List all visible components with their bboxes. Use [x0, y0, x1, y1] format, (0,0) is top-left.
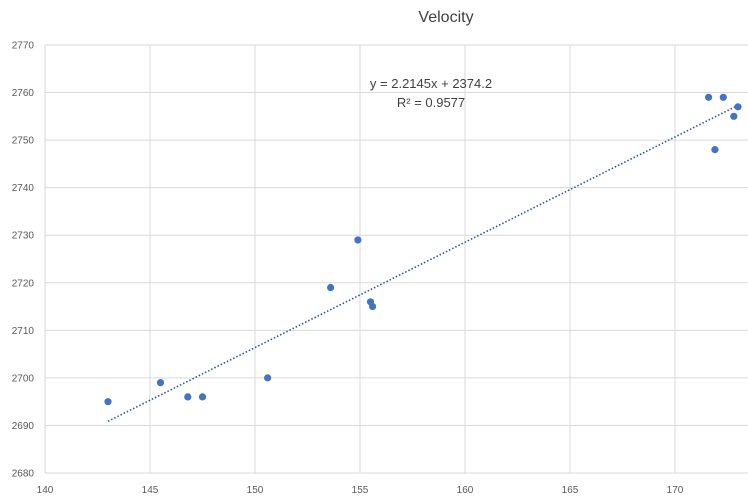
y-tick-label-2700: 2700	[12, 373, 35, 384]
y-tick-label-2730: 2730	[12, 231, 35, 242]
y-tick-label-2720: 2720	[12, 278, 35, 289]
horizontal-gridlines	[45, 44, 748, 474]
x-tick-label-155: 155	[352, 485, 369, 496]
x-tick-label-170: 170	[667, 485, 684, 496]
linear-trendline	[107, 104, 739, 423]
data-point-1	[156, 379, 165, 387]
x-tick-label-145: 145	[142, 485, 159, 496]
data-point-0	[104, 398, 112, 406]
chart-title: Velocity	[418, 9, 473, 26]
y-tick-label-2760: 2760	[12, 88, 35, 99]
y-tick-label-2690: 2690	[12, 421, 35, 432]
x-tick-label-165: 165	[562, 485, 579, 496]
data-point-8	[369, 302, 377, 311]
data-point-9	[705, 93, 713, 101]
data-point-12	[730, 112, 738, 120]
x-tick-label-140: 140	[37, 485, 54, 496]
vertical-gridlines	[44, 45, 676, 473]
y-tick-label-2750: 2750	[12, 136, 35, 147]
y-tick-label-2680: 2680	[12, 469, 35, 480]
y-tick-label-2710: 2710	[12, 326, 35, 337]
x-tick-label-150: 150	[247, 485, 264, 496]
data-point-2	[184, 393, 192, 401]
data-points	[104, 93, 742, 406]
x-axis-tick-labels: 140 145 150 155 160 165 170	[37, 485, 684, 496]
data-point-13	[734, 103, 742, 111]
data-point-10	[719, 93, 727, 101]
y-tick-label-2740: 2740	[12, 183, 35, 194]
trendline-r-squared: R² = 0.9577	[397, 95, 465, 110]
data-point-6	[354, 236, 362, 244]
data-point-3	[198, 393, 207, 401]
y-tick-label-2770: 2770	[12, 41, 35, 52]
data-point-11	[711, 146, 719, 154]
trendline-equation: y = 2.2145x + 2374.2	[370, 76, 492, 91]
data-point-4	[264, 374, 272, 382]
x-tick-label-160: 160	[457, 485, 474, 496]
y-axis-tick-labels: 2680 2690 2700 2710 2720 2730 2740 2750 2760 2770	[12, 41, 35, 480]
data-point-5	[327, 283, 335, 292]
